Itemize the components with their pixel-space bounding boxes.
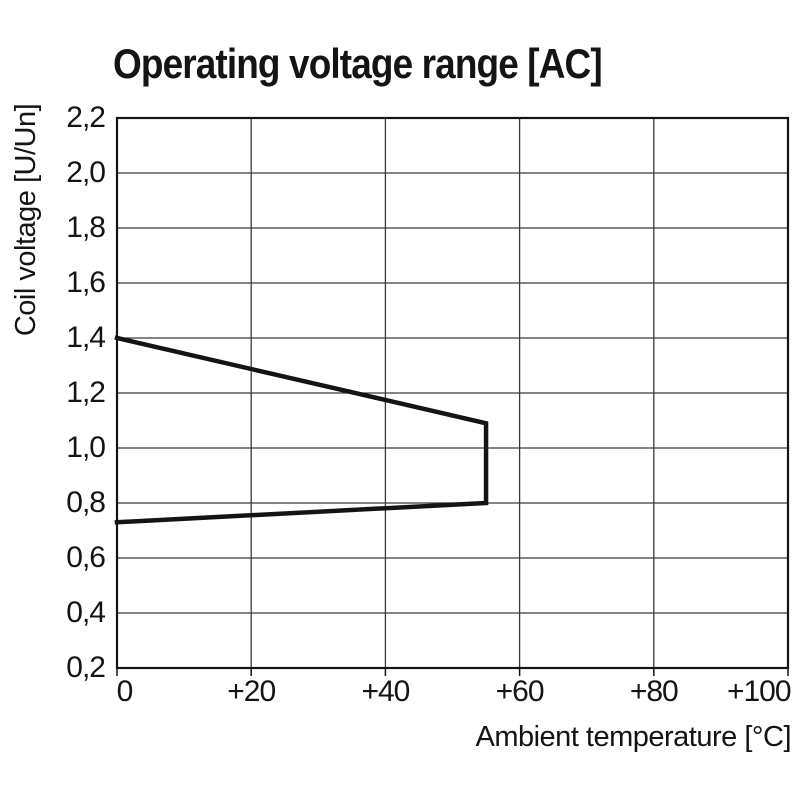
x-tick-label: +60	[495, 675, 545, 708]
x-tick-label: 0	[116, 675, 134, 708]
plot-border	[115, 116, 790, 670]
x-tick-label: +40	[361, 675, 410, 708]
chart-title: Operating voltage range [AC]	[113, 40, 603, 87]
y-tick-label: 0,2	[66, 651, 106, 684]
x-axis-label: Ambient temperature [°C]	[475, 721, 791, 753]
y-tick-label: 1,0	[66, 431, 106, 464]
x-tick-label: +20	[227, 675, 276, 708]
y-tick-label: 1,8	[66, 211, 106, 244]
y-tick-label: 1,2	[66, 376, 106, 409]
y-tick-label: 1,4	[66, 321, 106, 354]
y-tick-label: 2,0	[66, 156, 106, 189]
series-operating-voltage-range-boundary	[114, 335, 489, 525]
y-tick-label: 2,2	[66, 101, 106, 134]
x-tick-label: +80	[629, 675, 679, 708]
y-tick-label: 0,4	[66, 596, 106, 629]
y-tick-label: 0,6	[66, 541, 106, 574]
x-tick-label: +100	[726, 675, 792, 708]
y-tick-label: 0,8	[66, 486, 106, 519]
y-tick-label: 1,6	[66, 266, 106, 299]
